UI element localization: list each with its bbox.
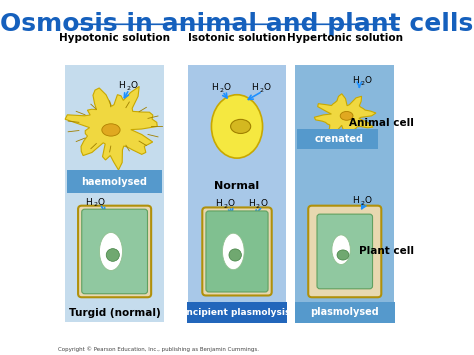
Polygon shape [65, 86, 157, 170]
FancyBboxPatch shape [317, 214, 373, 289]
Text: H: H [118, 81, 125, 91]
Text: Isotonic solution: Isotonic solution [188, 33, 286, 43]
FancyBboxPatch shape [188, 65, 286, 322]
FancyBboxPatch shape [67, 170, 162, 193]
Text: H: H [352, 76, 359, 85]
Text: O: O [364, 196, 371, 205]
Ellipse shape [340, 111, 353, 120]
Text: 2: 2 [260, 88, 264, 93]
Text: H: H [252, 83, 258, 92]
FancyBboxPatch shape [187, 302, 287, 323]
Ellipse shape [102, 124, 120, 136]
FancyBboxPatch shape [78, 206, 151, 297]
Text: Turgid (normal): Turgid (normal) [69, 308, 161, 318]
Ellipse shape [222, 233, 244, 270]
Text: Hypertonic solution: Hypertonic solution [287, 33, 403, 43]
Text: Animal cell: Animal cell [349, 118, 414, 128]
Text: Hypotonic solution: Hypotonic solution [59, 33, 170, 43]
Text: H: H [85, 198, 92, 207]
FancyBboxPatch shape [82, 209, 147, 294]
Polygon shape [314, 94, 376, 137]
Text: O: O [227, 200, 234, 208]
Text: H: H [215, 200, 222, 208]
Text: Incipient plasmolysis: Incipient plasmolysis [183, 307, 291, 317]
Text: 2: 2 [93, 202, 98, 207]
Text: crenated: crenated [315, 134, 364, 144]
FancyBboxPatch shape [206, 211, 268, 292]
Text: 2: 2 [223, 204, 227, 209]
FancyBboxPatch shape [65, 65, 164, 322]
Ellipse shape [337, 250, 349, 260]
Ellipse shape [231, 119, 251, 133]
Text: Normal: Normal [214, 181, 260, 191]
Text: O: O [260, 200, 267, 208]
Text: O: O [98, 198, 104, 207]
Text: Copyright © Pearson Education, Inc., publishing as Benjamin Cummings.: Copyright © Pearson Education, Inc., pub… [58, 346, 259, 352]
Ellipse shape [106, 248, 119, 261]
Text: 2: 2 [256, 204, 260, 209]
Text: O: O [364, 76, 371, 85]
Text: plasmolysed: plasmolysed [310, 307, 379, 317]
FancyBboxPatch shape [295, 65, 394, 322]
FancyBboxPatch shape [295, 302, 395, 323]
Ellipse shape [229, 249, 241, 261]
FancyBboxPatch shape [308, 206, 381, 297]
Text: haemolysed: haemolysed [82, 177, 147, 187]
Text: 2: 2 [126, 86, 130, 91]
Ellipse shape [100, 233, 122, 271]
Text: H: H [248, 200, 255, 208]
Text: Plant cell: Plant cell [359, 246, 414, 256]
Text: 2: 2 [360, 81, 364, 86]
Text: O: O [223, 83, 230, 92]
Text: 2: 2 [360, 201, 364, 206]
Ellipse shape [211, 95, 263, 158]
Text: O: O [130, 81, 137, 91]
Text: H: H [211, 83, 218, 92]
Text: 2: 2 [219, 88, 223, 93]
Ellipse shape [332, 235, 350, 264]
FancyBboxPatch shape [202, 207, 272, 295]
Text: O: O [264, 83, 271, 92]
Text: Osmosis in animal and plant cells: Osmosis in animal and plant cells [0, 12, 474, 36]
FancyBboxPatch shape [297, 129, 378, 149]
Text: H: H [352, 196, 359, 205]
